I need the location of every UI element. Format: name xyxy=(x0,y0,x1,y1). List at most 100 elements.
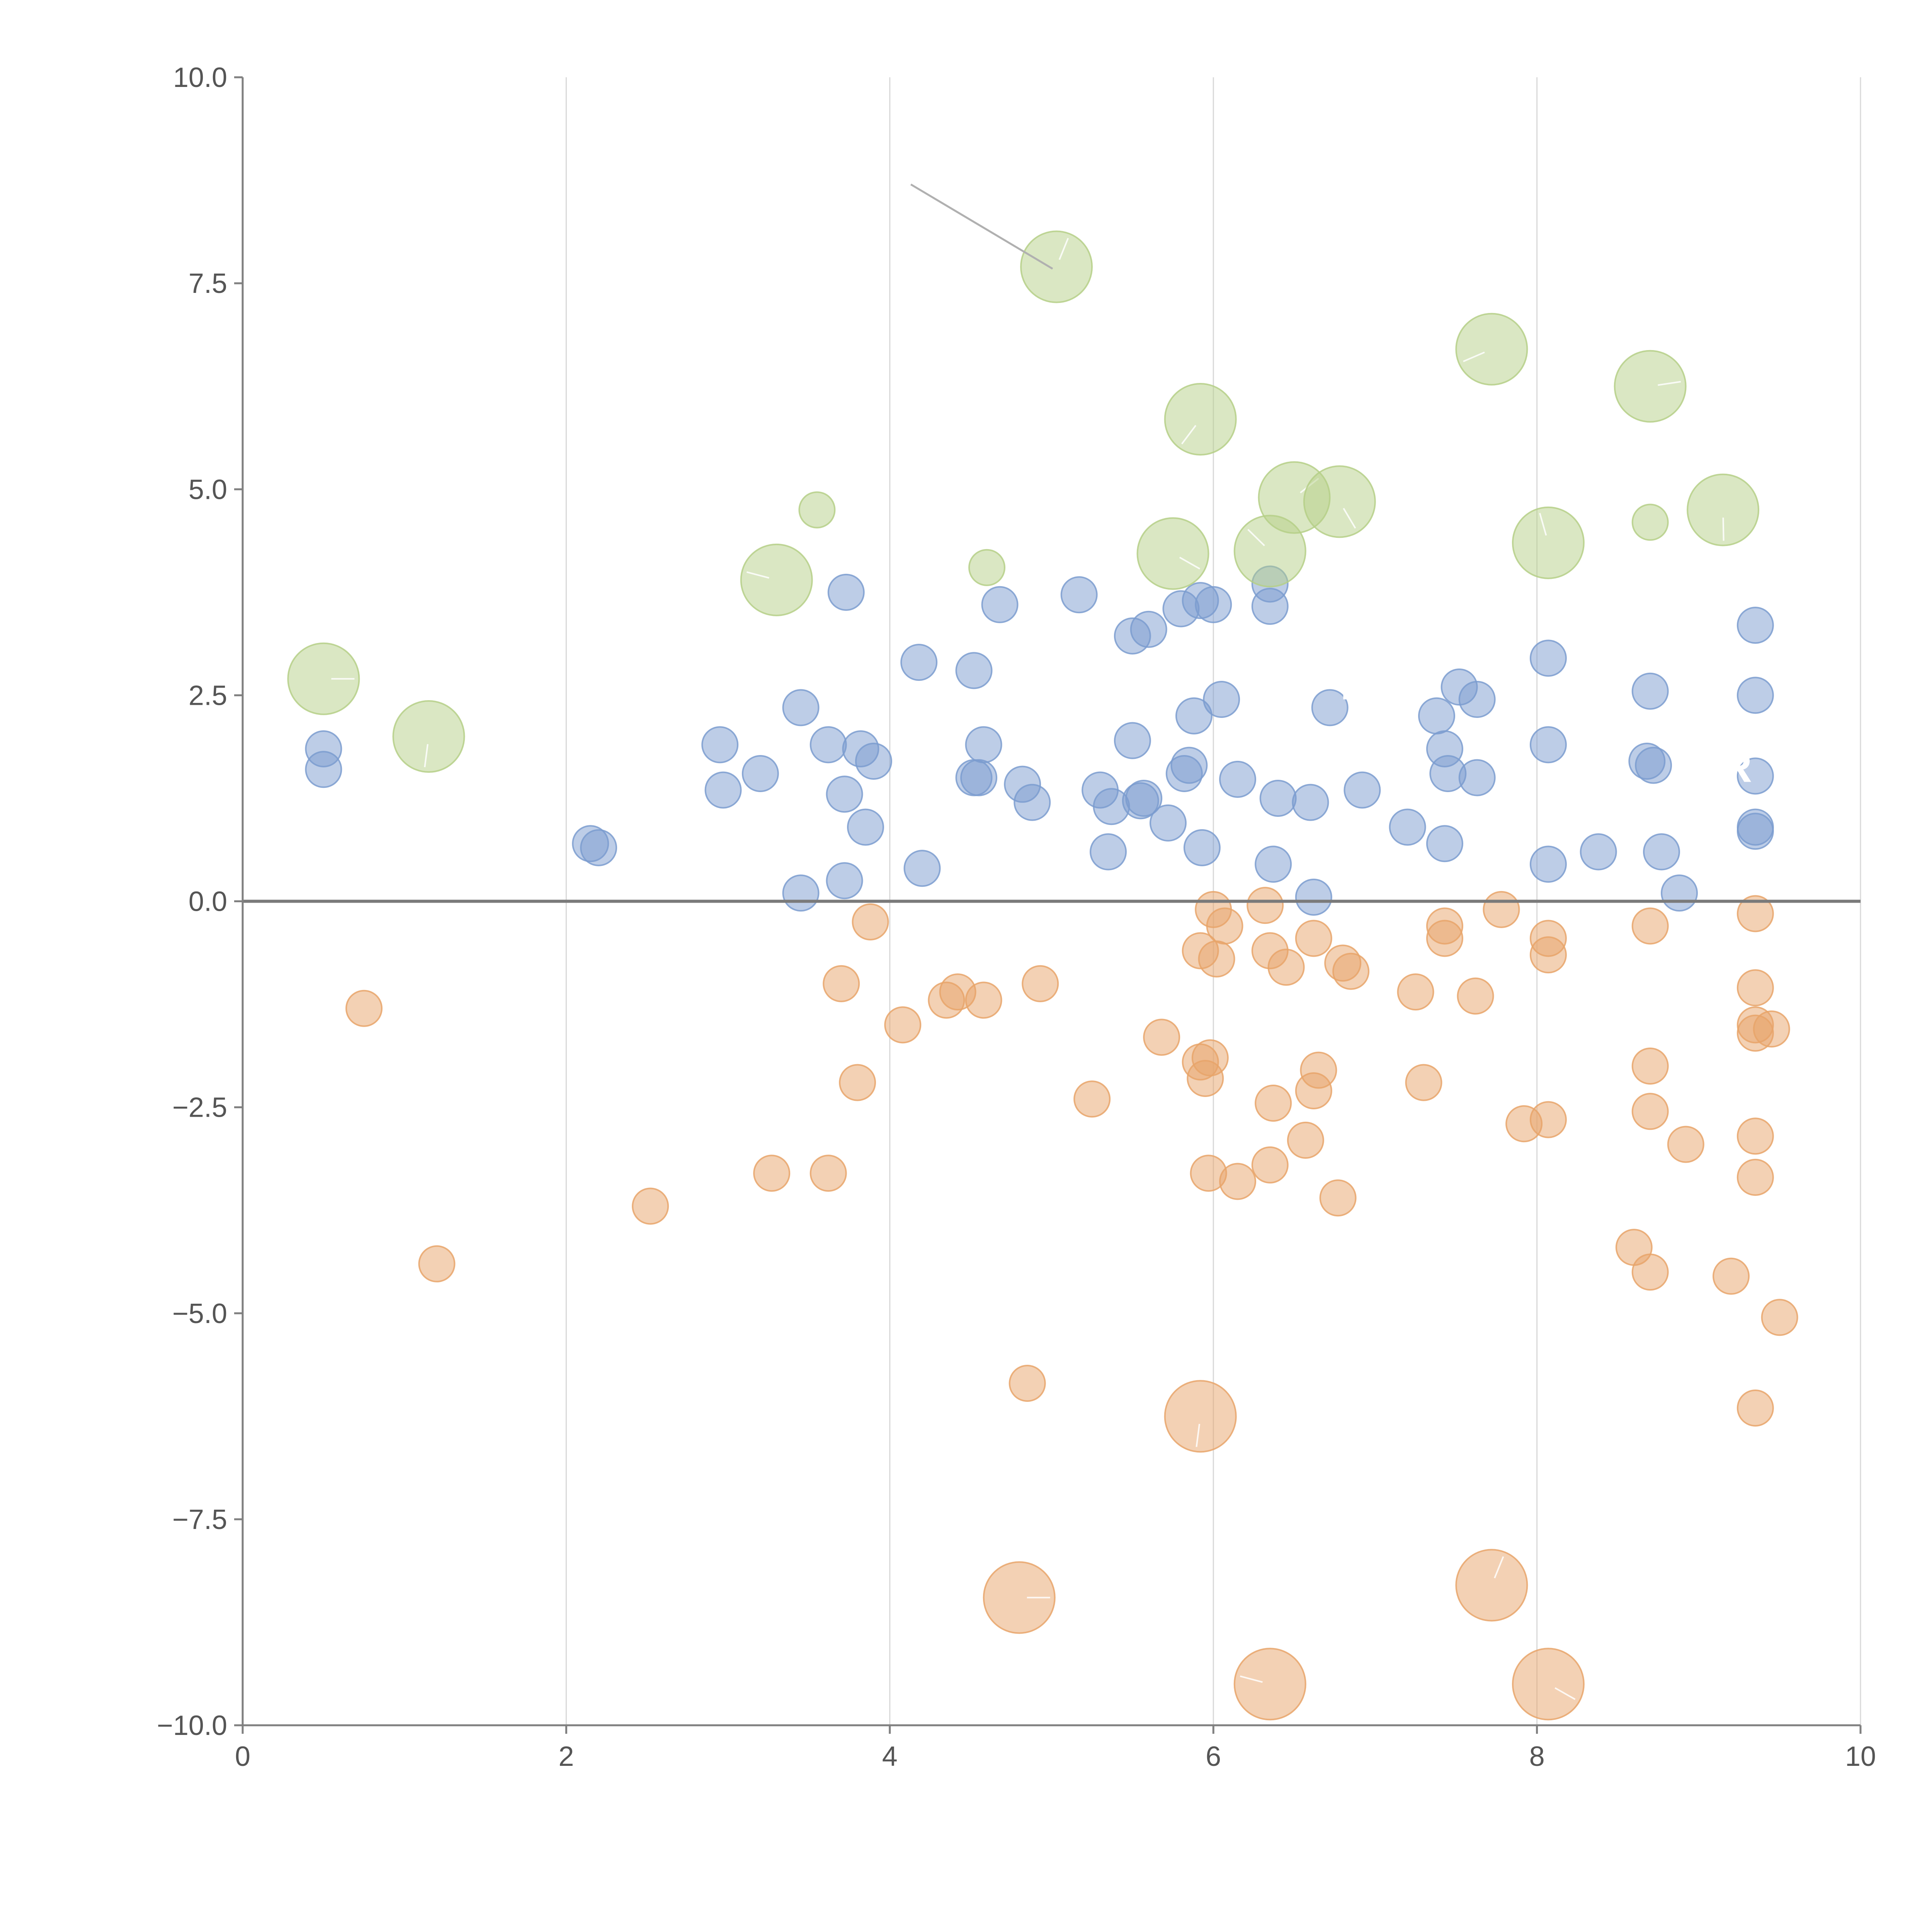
point-negative-55 xyxy=(1736,969,1774,1007)
point-negative-24 xyxy=(1219,1163,1257,1200)
point-positive-large-2 xyxy=(740,543,813,616)
y-tick-label-4: 0.0 xyxy=(189,886,227,917)
point-negative-61 xyxy=(1753,1010,1790,1048)
point-positive-9 xyxy=(810,726,847,764)
x-tick-label-2: 2 xyxy=(558,1741,574,1772)
point-positive-41 xyxy=(1195,586,1232,623)
point-positive-12 xyxy=(827,573,865,611)
point-positive-18 xyxy=(955,652,993,689)
point-positive-17 xyxy=(903,850,941,887)
point-negative-2 xyxy=(632,1187,669,1225)
point-negative-38 xyxy=(1405,1064,1442,1101)
point-marker-negative-large-3 xyxy=(1494,1556,1504,1578)
point-positive-6 xyxy=(742,755,779,792)
point-negative-large-1 xyxy=(1164,1380,1237,1453)
point-negative-large-2 xyxy=(1233,1648,1306,1721)
stray-label-2: AR xyxy=(1690,743,1752,791)
point-marker-positive-large-5 xyxy=(1181,425,1197,445)
point-positive-16 xyxy=(900,644,938,681)
point-positive-large-3 xyxy=(1020,230,1093,303)
point-negative-52 xyxy=(1667,1126,1704,1163)
point-positive-69 xyxy=(1736,607,1774,644)
y-tick-label-5: −2.5 xyxy=(172,1092,227,1123)
point-negative-20 xyxy=(1191,1039,1229,1077)
point-positive-large-1 xyxy=(392,700,465,773)
point-positive-7 xyxy=(782,689,820,726)
point-negative-48 xyxy=(1631,907,1669,945)
annotation-leader-line xyxy=(910,184,1053,270)
point-positive-large-4 xyxy=(1136,517,1209,590)
point-positive-51 xyxy=(1344,771,1381,809)
point-positive-37 xyxy=(1170,747,1208,784)
point-positive-4 xyxy=(701,726,739,764)
point-negative-0 xyxy=(345,990,383,1027)
point-negative-51 xyxy=(1631,1253,1669,1291)
point-positive-58 xyxy=(1458,681,1496,718)
point-negative-11 xyxy=(965,981,1002,1019)
point-positive-25 xyxy=(1060,576,1098,614)
point-positive-47 xyxy=(1259,779,1297,817)
point-negative-53 xyxy=(1713,1257,1750,1295)
point-negative-5 xyxy=(823,965,860,1002)
point-negative-33 xyxy=(1300,1051,1337,1089)
y-tick-label-2: 5.0 xyxy=(189,474,227,505)
point-positive-34 xyxy=(1149,804,1187,842)
point-positive-large-9 xyxy=(1455,313,1528,386)
point-negative-45 xyxy=(1529,936,1567,974)
point-negative-42 xyxy=(1483,891,1520,928)
point-negative-1 xyxy=(418,1245,456,1282)
point-negative-36 xyxy=(1332,952,1370,990)
point-negative-49 xyxy=(1631,1048,1669,1085)
point-positive-50 xyxy=(1311,689,1349,726)
point-negative-large-3 xyxy=(1455,1549,1528,1622)
point-positive-40 xyxy=(1183,829,1221,866)
point-positive-70 xyxy=(1736,677,1774,714)
point-negative-40 xyxy=(1426,920,1463,957)
point-marker-positive-large-2 xyxy=(746,571,769,579)
point-positive-48 xyxy=(1292,784,1329,821)
point-negative-28 xyxy=(1255,1084,1292,1122)
y-tick-label-7: −7.5 xyxy=(172,1504,227,1535)
point-marker-positive-large-11 xyxy=(1658,381,1681,386)
point-negative-27 xyxy=(1251,1146,1289,1184)
point-positive-68 xyxy=(1661,874,1698,912)
point-positive-53 xyxy=(1418,697,1456,735)
x-tick-label-0: 0 xyxy=(235,1741,250,1772)
point-positive-medium-0 xyxy=(798,491,836,529)
axes xyxy=(234,76,1862,1734)
point-positive-38 xyxy=(1175,697,1213,735)
point-positive-large-11 xyxy=(1614,350,1687,423)
point-negative-25 xyxy=(1247,887,1284,924)
point-positive-large-5 xyxy=(1164,383,1237,456)
point-marker-positive-large-6 xyxy=(1247,529,1265,546)
point-positive-42 xyxy=(1203,681,1240,718)
y-tick-label-1: 7.5 xyxy=(189,268,227,299)
point-negative-37 xyxy=(1397,973,1434,1011)
point-positive-32 xyxy=(1125,779,1163,817)
point-marker-positive-large-9 xyxy=(1463,351,1485,362)
y-tick-label-0: 10.0 xyxy=(173,62,227,93)
x-tick-label-10: 10 xyxy=(1845,1741,1876,1772)
point-marker-positive-large-8 xyxy=(1343,508,1356,529)
point-positive-46 xyxy=(1255,845,1292,883)
point-negative-large-0 xyxy=(983,1561,1056,1634)
point-positive-27 xyxy=(1090,833,1127,871)
point-marker-negative-large-4 xyxy=(1554,1687,1576,1700)
point-negative-15 xyxy=(1143,1019,1180,1056)
tick-labels: C T AR 0 2 4 6 8 10 10.0 7.5 5.0 2.5 0.0 −2.5 −5.0 −7.5 −… xyxy=(157,62,1876,1772)
point-negative-13 xyxy=(1022,965,1059,1002)
point-positive-59 xyxy=(1458,759,1496,796)
point-negative-29 xyxy=(1267,949,1305,986)
point-positive-24 xyxy=(1014,784,1051,821)
point-positive-71 xyxy=(1736,757,1774,795)
point-positive-66 xyxy=(1635,747,1672,784)
point-positive-large-10 xyxy=(1512,506,1585,579)
point-positive-65 xyxy=(1631,672,1669,710)
x-tick-label-6: 6 xyxy=(1206,1741,1221,1772)
point-positive-large-12 xyxy=(1687,473,1760,546)
point-positive-61 xyxy=(1529,726,1567,764)
point-negative-62 xyxy=(1761,1299,1798,1336)
point-positive-63 xyxy=(1580,833,1617,871)
point-marker-positive-large-4 xyxy=(1179,556,1201,570)
